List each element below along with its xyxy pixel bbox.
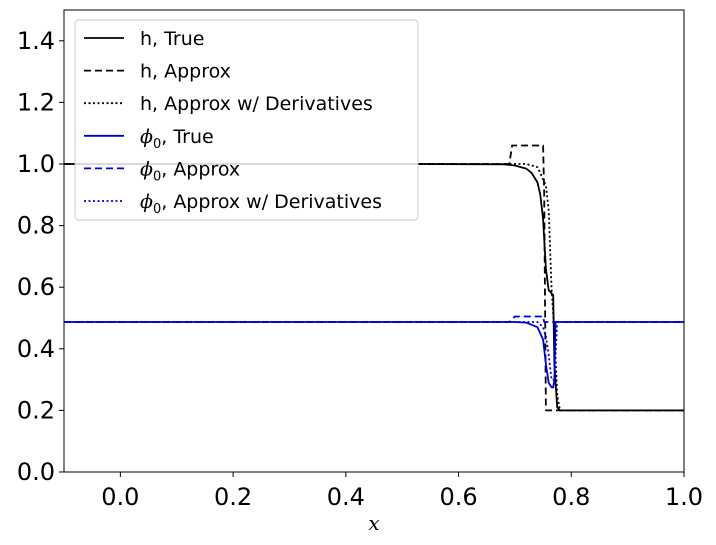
x-tick-label: 0.6 bbox=[439, 483, 477, 511]
series-line-5 bbox=[64, 321, 684, 381]
x-tick-label: 0.0 bbox=[101, 483, 139, 511]
x-tick-label: 0.8 bbox=[552, 483, 590, 511]
y-axis-ticks: 0.0 0.2 0.4 0.6 0.8 1.0 1.2 1.4 bbox=[17, 27, 64, 486]
series-layer bbox=[64, 144, 684, 412]
legend-box bbox=[74, 19, 419, 221]
y-tick-label: 1.4 bbox=[17, 27, 55, 55]
legend-label: ϕ0, Approx bbox=[140, 158, 240, 184]
legend-label: h, Approx w/ Derivatives bbox=[140, 93, 373, 115]
x-axis-ticks: 0.0 0.2 0.4 0.6 0.8 1.0 bbox=[101, 472, 703, 511]
legend-label: h, Approx bbox=[140, 61, 231, 83]
y-tick-label: 0.6 bbox=[17, 273, 55, 301]
legend: h, True h, Approx h, Approx w/ Derivatives… bbox=[74, 19, 419, 221]
x-axis-label: x bbox=[368, 511, 379, 535]
x-tick-label: 0.4 bbox=[327, 483, 365, 511]
y-tick-label: 0.0 bbox=[17, 458, 55, 486]
x-tick-label: 0.2 bbox=[214, 483, 252, 511]
legend-label: ϕ0, True bbox=[140, 126, 214, 152]
series-line-4 bbox=[64, 315, 684, 323]
legend-label: ϕ0, Approx w/ Derivatives bbox=[140, 191, 382, 217]
legend-label: h, True bbox=[140, 28, 204, 50]
y-tick-label: 1.0 bbox=[17, 150, 55, 178]
y-tick-label: 0.2 bbox=[17, 396, 55, 424]
y-tick-label: 1.2 bbox=[17, 88, 55, 116]
x-tick-label: 1.0 bbox=[665, 483, 703, 511]
plot-frame bbox=[63, 9, 685, 473]
series-line-2 bbox=[64, 163, 684, 412]
y-tick-label: 0.4 bbox=[17, 335, 55, 363]
y-tick-label: 0.8 bbox=[17, 212, 55, 240]
series-line-1 bbox=[64, 144, 684, 412]
